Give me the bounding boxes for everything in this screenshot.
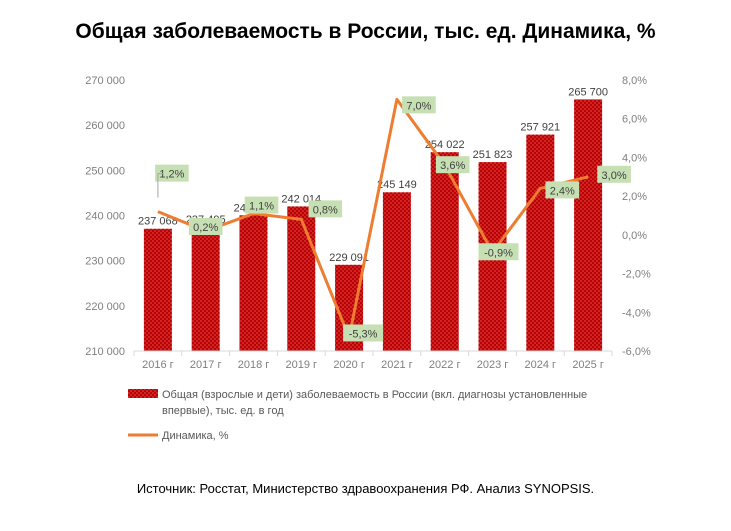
bar [287, 206, 316, 351]
right-tick-label: 8,0% [622, 75, 647, 87]
bar-value-label: 265 700 [568, 86, 608, 98]
bar-series [143, 99, 603, 352]
percent-label-box [155, 164, 189, 182]
bar [143, 228, 172, 351]
left-tick-label: 270 000 [85, 75, 125, 87]
left-tick-label: 260 000 [85, 120, 125, 132]
x-tick-label: 2018 г [238, 359, 270, 371]
percent-label-box [435, 156, 470, 174]
bar [191, 226, 220, 351]
percent-label: 7,0% [406, 100, 431, 112]
legend: Общая (взрослые и дети) заболеваемость в… [128, 389, 587, 442]
legend-bar-label: впервые), тыс. ед. в год [162, 405, 284, 417]
percent-label: 3,0% [602, 170, 627, 182]
bar [239, 215, 268, 351]
bar-value-label: 245 149 [377, 179, 417, 191]
bar-value-label: 237 068 [138, 216, 178, 228]
percent-label-box [244, 196, 279, 214]
bar-value-label: 229 091 [329, 252, 369, 264]
leader-line [157, 173, 163, 198]
percent-label: 0,2% [193, 222, 218, 234]
right-tick-label: 2,0% [622, 191, 647, 203]
x-tick-label: 2023 г [477, 359, 509, 371]
bar-value-label: 254 022 [425, 139, 465, 151]
percent-label-box [597, 165, 631, 183]
x-tick-label: 2025 г [572, 359, 604, 371]
percent-label-box [343, 324, 384, 342]
bar-value-label: 257 921 [520, 122, 560, 134]
percent-label: 1,1% [249, 201, 274, 213]
line-path [157, 97, 589, 339]
x-axis: 2016 г 2017 г 2018 г 2019 г 2020 г 2021 г 2022… [133, 350, 613, 371]
legend-bar-swatch [128, 389, 158, 398]
percent-label: 1,2% [159, 169, 184, 181]
x-tick-label: 2019 г [286, 359, 318, 371]
left-tick-label: 240 000 [85, 211, 125, 223]
legend-bar-label: Общая (взрослые и дети) заболеваемость в… [162, 389, 587, 401]
percent-label: 2,4% [550, 185, 575, 197]
bar-value-label: 251 823 [473, 149, 513, 161]
right-tick-label: 6,0% [622, 114, 647, 126]
right-tick-label: -6,0% [622, 346, 651, 358]
bar [430, 152, 459, 351]
percent-label: 0,8% [313, 204, 338, 216]
percent-label-box [545, 181, 580, 199]
left-tick-label: 250 000 [85, 165, 125, 177]
x-tick-label: 2024 г [525, 359, 557, 371]
x-tick-label: 2020 г [333, 359, 365, 371]
right-tick-label: 0,0% [622, 230, 647, 242]
percent-label: 3,6% [440, 160, 465, 172]
legend-line-label: Динамика, % [162, 430, 229, 442]
right-tick-label: 4,0% [622, 152, 647, 164]
percent-label-box [478, 243, 519, 261]
bar [526, 134, 555, 351]
left-tick-label: 210 000 [85, 346, 125, 358]
left-tick-label: 220 000 [85, 301, 125, 313]
chart-title: Общая заболеваемость в России, тыс. ед. … [75, 20, 656, 43]
source-note: Источник: Росстат, Министерство здравоох… [136, 481, 595, 496]
x-tick-label: 2022 г [429, 359, 461, 371]
x-tick-label: 2016 г [142, 359, 174, 371]
percent-label: -5,3% [349, 328, 378, 340]
percent-labels: 1,2% 0,2% 1,1% 0,8% -5,3% 7,0% 3,6% -0,9% 2,4% 3,… [155, 96, 631, 342]
percent-label-box [188, 217, 223, 235]
right-tick-label: -2,0% [622, 269, 651, 281]
percent-label-box [402, 96, 436, 114]
bar [574, 99, 603, 352]
left-tick-label: 230 000 [85, 256, 125, 268]
percent-label-box [308, 200, 343, 218]
percent-label: -0,9% [484, 247, 513, 259]
right-tick-label: -4,0% [622, 307, 651, 319]
right-axis: -6,0% -4,0% -2,0% 0,0% 2,0% 4,0% 6,0% 8,0% [622, 75, 651, 358]
x-tick-label: 2017 г [190, 359, 222, 371]
x-tick-label: 2021 г [381, 359, 413, 371]
bar [382, 192, 411, 351]
left-axis: 210 000 220 000 230 000 240 000 250 000 260 0… [85, 75, 125, 358]
